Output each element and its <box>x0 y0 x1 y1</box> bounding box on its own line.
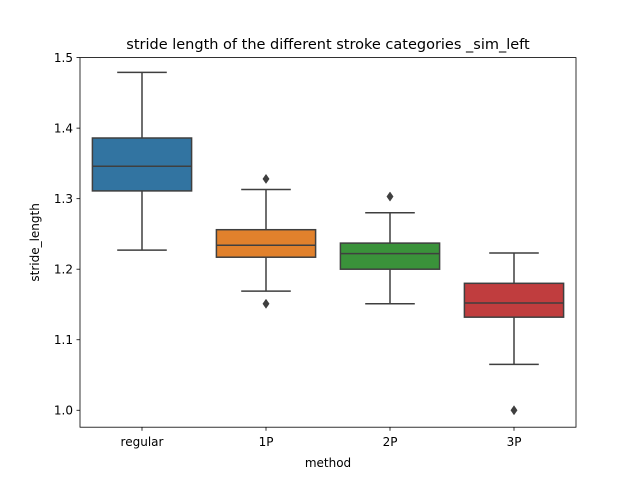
y-tick-label-1: 1.1 <box>54 333 73 347</box>
outlier-1P-0 <box>262 173 270 184</box>
x-tick-label-3: 3P <box>507 435 522 449</box>
y-tick-label-4: 1.4 <box>54 121 73 135</box>
box-group-regular <box>91 71 193 251</box>
y-tick-label-0: 1.0 <box>54 404 73 418</box>
box-3P <box>463 282 565 318</box>
x-tick-label-0: regular <box>121 435 164 449</box>
y-tick-label-5: 1.5 <box>54 51 73 65</box>
outlier-2P-0 <box>386 191 394 202</box>
box-2P <box>339 242 441 270</box>
plot-frame <box>79 57 577 428</box>
box-1P <box>215 228 317 258</box>
outlier-1P-1 <box>262 298 270 309</box>
x-axis: regular 1P 2P 3P <box>121 427 522 449</box>
x-tick-label-1: 1P <box>259 435 274 449</box>
y-axis-label: stride_length <box>28 203 42 281</box>
box-regular <box>91 137 193 192</box>
y-tick-label-2: 1.2 <box>54 263 73 277</box>
box-group-3P <box>463 252 565 416</box>
box-group-2P <box>339 191 441 305</box>
y-tick-label-3: 1.3 <box>54 192 73 206</box>
outlier-3P-0 <box>510 405 518 416</box>
x-axis-label: method <box>305 456 351 470</box>
box-group-1P <box>215 173 317 309</box>
chart-title: stride length of the different stroke ca… <box>126 37 530 53</box>
x-tick-label-2: 2P <box>383 435 398 449</box>
plot-area <box>91 71 565 416</box>
y-axis: 1.0 1.1 1.2 1.3 1.4 1.5 <box>54 51 80 418</box>
